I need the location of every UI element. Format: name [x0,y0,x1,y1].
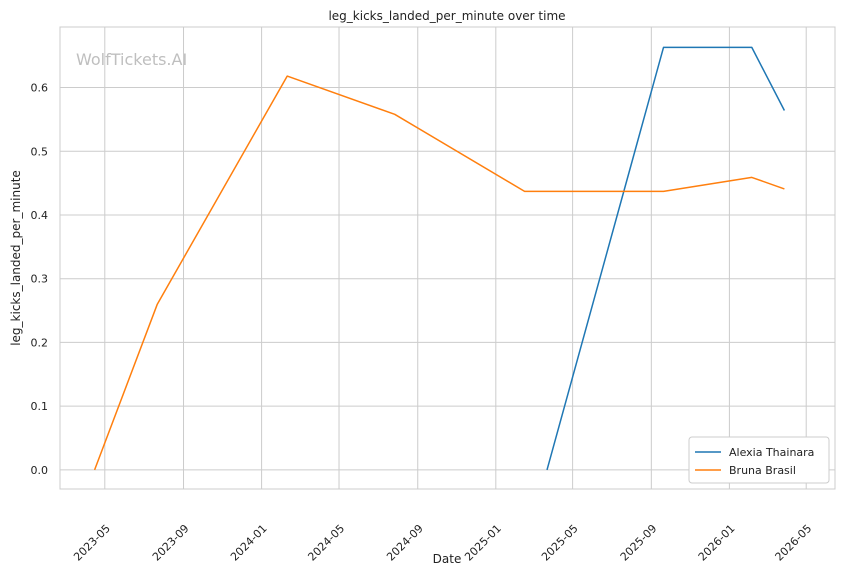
x-tick-label: 2024-01 [228,522,270,564]
legend-box [688,436,830,484]
x-tick-label: 2023-09 [150,522,192,564]
grid-lines [60,27,835,489]
series-line [93,75,785,471]
x-tick-label: 2026-01 [696,522,738,564]
y-axis-label: leg_kicks_landed_per_minute [9,170,23,346]
y-tick-label: 0.2 [31,336,49,349]
x-tick-label: 2025-05 [539,522,581,564]
x-tick-label: 2023-05 [71,522,113,564]
legend-label: Alexia Thainara [729,446,814,459]
x-axis-label: Date [433,552,462,566]
x-tick-label: 2026-05 [773,522,815,564]
x-tick-label: 2025-01 [462,522,504,564]
y-tick-label: 0.1 [31,400,49,413]
x-tick-label: 2025-09 [618,522,660,564]
y-tick-label: 0.6 [31,82,49,95]
watermark: WolfTickets.AI [76,50,187,69]
x-tick-label: 2024-05 [305,522,347,564]
y-tick-label: 0.3 [31,273,49,286]
chart-title: leg_kicks_landed_per_minute over time [328,9,565,23]
series-line [546,46,786,471]
legend-label: Bruna Brasil [729,464,796,477]
y-tick-label: 0.0 [31,464,49,477]
series-layer [93,46,786,471]
legend: Alexia Thainara Bruna Brasil [688,436,830,484]
y-axis-ticks: 0.0 0.1 0.2 0.3 0.4 0.5 0.6 [31,82,49,477]
y-tick-label: 0.4 [31,209,49,222]
x-tick-label: 2024-09 [384,522,426,564]
plot-frame [59,26,836,490]
y-tick-label: 0.5 [31,145,49,158]
